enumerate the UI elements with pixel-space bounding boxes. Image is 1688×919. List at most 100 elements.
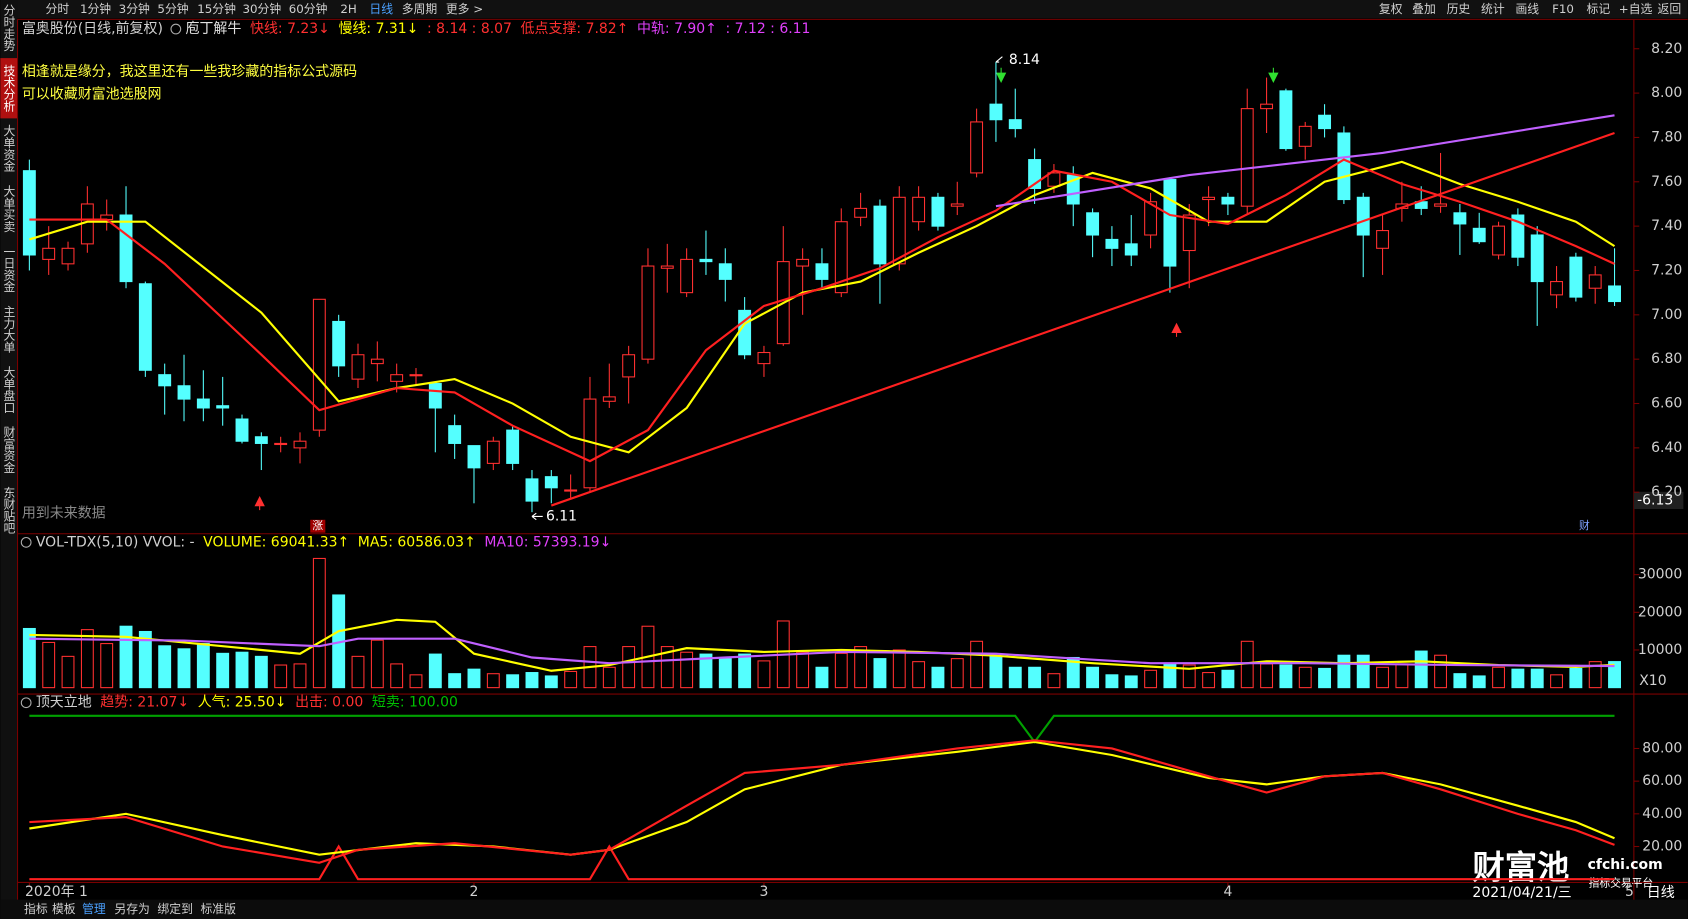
period-tab[interactable]: 60分钟	[289, 2, 328, 16]
volume-bar	[1511, 668, 1525, 689]
candle-body	[1298, 125, 1312, 147]
volume-bar	[1337, 654, 1351, 689]
y-tick-label: 7.40	[1651, 218, 1682, 234]
volume-bar	[467, 668, 481, 689]
candle-body	[1337, 132, 1351, 201]
period-tab[interactable]: 更多 >	[446, 2, 483, 16]
period-tab[interactable]: 日线	[369, 2, 393, 16]
bottom-tab[interactable]: 模板	[52, 902, 76, 916]
volume-bar	[1530, 668, 1544, 689]
period-tab[interactable]: 多周期	[402, 2, 438, 16]
volume-bar	[1144, 669, 1158, 689]
x-tick-label: 3	[760, 884, 769, 900]
volume-bar	[1472, 675, 1486, 689]
volume-bar	[61, 655, 75, 689]
candle-body	[1376, 230, 1390, 249]
volume-bar	[1047, 673, 1061, 689]
side-tab[interactable]: 主力大单	[2, 305, 16, 353]
sell-signal	[1268, 67, 1279, 83]
tool-button[interactable]: 叠加	[1412, 2, 1436, 16]
candle-body	[351, 354, 365, 380]
legend-item: 低点支撑: 7.82↑	[521, 21, 629, 37]
volume-bar	[757, 660, 771, 689]
volume-bar	[1124, 675, 1138, 689]
volume-bar	[660, 646, 674, 689]
candle-body	[293, 440, 307, 449]
volume-bar	[1008, 666, 1022, 689]
volume-bar	[1414, 650, 1428, 689]
collapse-icon[interactable]	[20, 536, 32, 548]
volume-bar	[1453, 673, 1467, 689]
side-tab[interactable]: 大单买卖	[2, 185, 16, 233]
volume-bar	[100, 643, 114, 689]
period-tab[interactable]: 1分钟	[80, 2, 111, 16]
sidebar-bg	[0, 0, 18, 919]
tool-button[interactable]: 历史	[1447, 2, 1471, 16]
bottom-tab[interactable]: 管理	[82, 902, 106, 916]
side-tab[interactable]: 财富资金	[2, 426, 16, 474]
bottom-tab[interactable]: 绑定到	[157, 902, 193, 916]
candle-body	[950, 203, 964, 207]
period-tab[interactable]: 分时	[46, 2, 70, 16]
period-tab[interactable]: 5分钟	[157, 2, 188, 16]
bottom-tab[interactable]: 标准版	[200, 902, 236, 916]
tool-button[interactable]: +自选	[1619, 2, 1653, 16]
line-series	[29, 637, 1615, 668]
pane-frames	[17, 18, 1688, 900]
period-tab[interactable]: 15分钟	[197, 2, 236, 16]
volume-bar	[680, 651, 694, 689]
tool-button[interactable]: 复权	[1379, 2, 1403, 16]
candle-body	[409, 374, 423, 377]
candle-body	[1356, 196, 1370, 236]
side-tab[interactable]: 东财贴吧	[2, 486, 16, 533]
side-tab[interactable]: 技术分析	[2, 65, 16, 113]
x-tick-label: 2020年 1	[25, 884, 88, 900]
volume-bar	[486, 673, 500, 689]
candle-body	[1318, 114, 1332, 130]
candle-body	[1221, 196, 1235, 205]
collapse-icon[interactable]	[20, 697, 32, 709]
volume-bar	[293, 663, 307, 689]
volume-bar	[989, 655, 1003, 689]
rise-tag-bg	[310, 519, 326, 533]
tool-button[interactable]: 统计	[1481, 2, 1505, 16]
collapse-icon[interactable]	[170, 23, 182, 35]
candle-body	[854, 207, 868, 218]
candle-body	[815, 263, 829, 280]
candle-body	[22, 170, 36, 256]
period-tab[interactable]: 2H	[340, 2, 356, 16]
period-tab[interactable]: 30分钟	[242, 2, 281, 16]
side-tab[interactable]: 大单资金	[2, 124, 16, 172]
volume-bar	[216, 652, 230, 689]
line-series	[995, 114, 1615, 208]
side-tab[interactable]: 大单盘口	[2, 365, 16, 413]
volume-bar	[931, 666, 945, 689]
bottom-tab[interactable]: 另存为	[114, 902, 150, 916]
status-date: 2021/04/21/三	[1472, 885, 1571, 901]
line-series	[29, 739, 1615, 864]
tool-button[interactable]: 画线	[1515, 2, 1539, 16]
candle-body	[970, 121, 984, 174]
tool-button[interactable]: 标记	[1587, 2, 1611, 16]
volume-bar	[42, 641, 56, 689]
annotation-arrow	[531, 512, 543, 521]
side-tab[interactable]: 一日资金	[2, 245, 16, 292]
candle-body	[680, 258, 694, 294]
side-tab[interactable]: 分时走势	[2, 4, 16, 51]
volume-bar	[699, 653, 713, 689]
candle-body	[1008, 119, 1022, 130]
volume-bar	[525, 672, 539, 689]
y-tick-label: 6.80	[1651, 351, 1682, 367]
tool-button[interactable]: 返回	[1658, 2, 1682, 16]
candle-body	[931, 196, 945, 227]
volume-bar	[970, 640, 984, 689]
tool-button[interactable]: F10	[1552, 2, 1574, 16]
bottom-tab[interactable]: 指标	[24, 902, 48, 916]
candle-body	[332, 320, 346, 367]
period-tab[interactable]: 3分钟	[119, 2, 150, 16]
volume-bar	[312, 557, 326, 689]
volume-bar	[196, 643, 210, 689]
candle-body	[506, 429, 520, 464]
